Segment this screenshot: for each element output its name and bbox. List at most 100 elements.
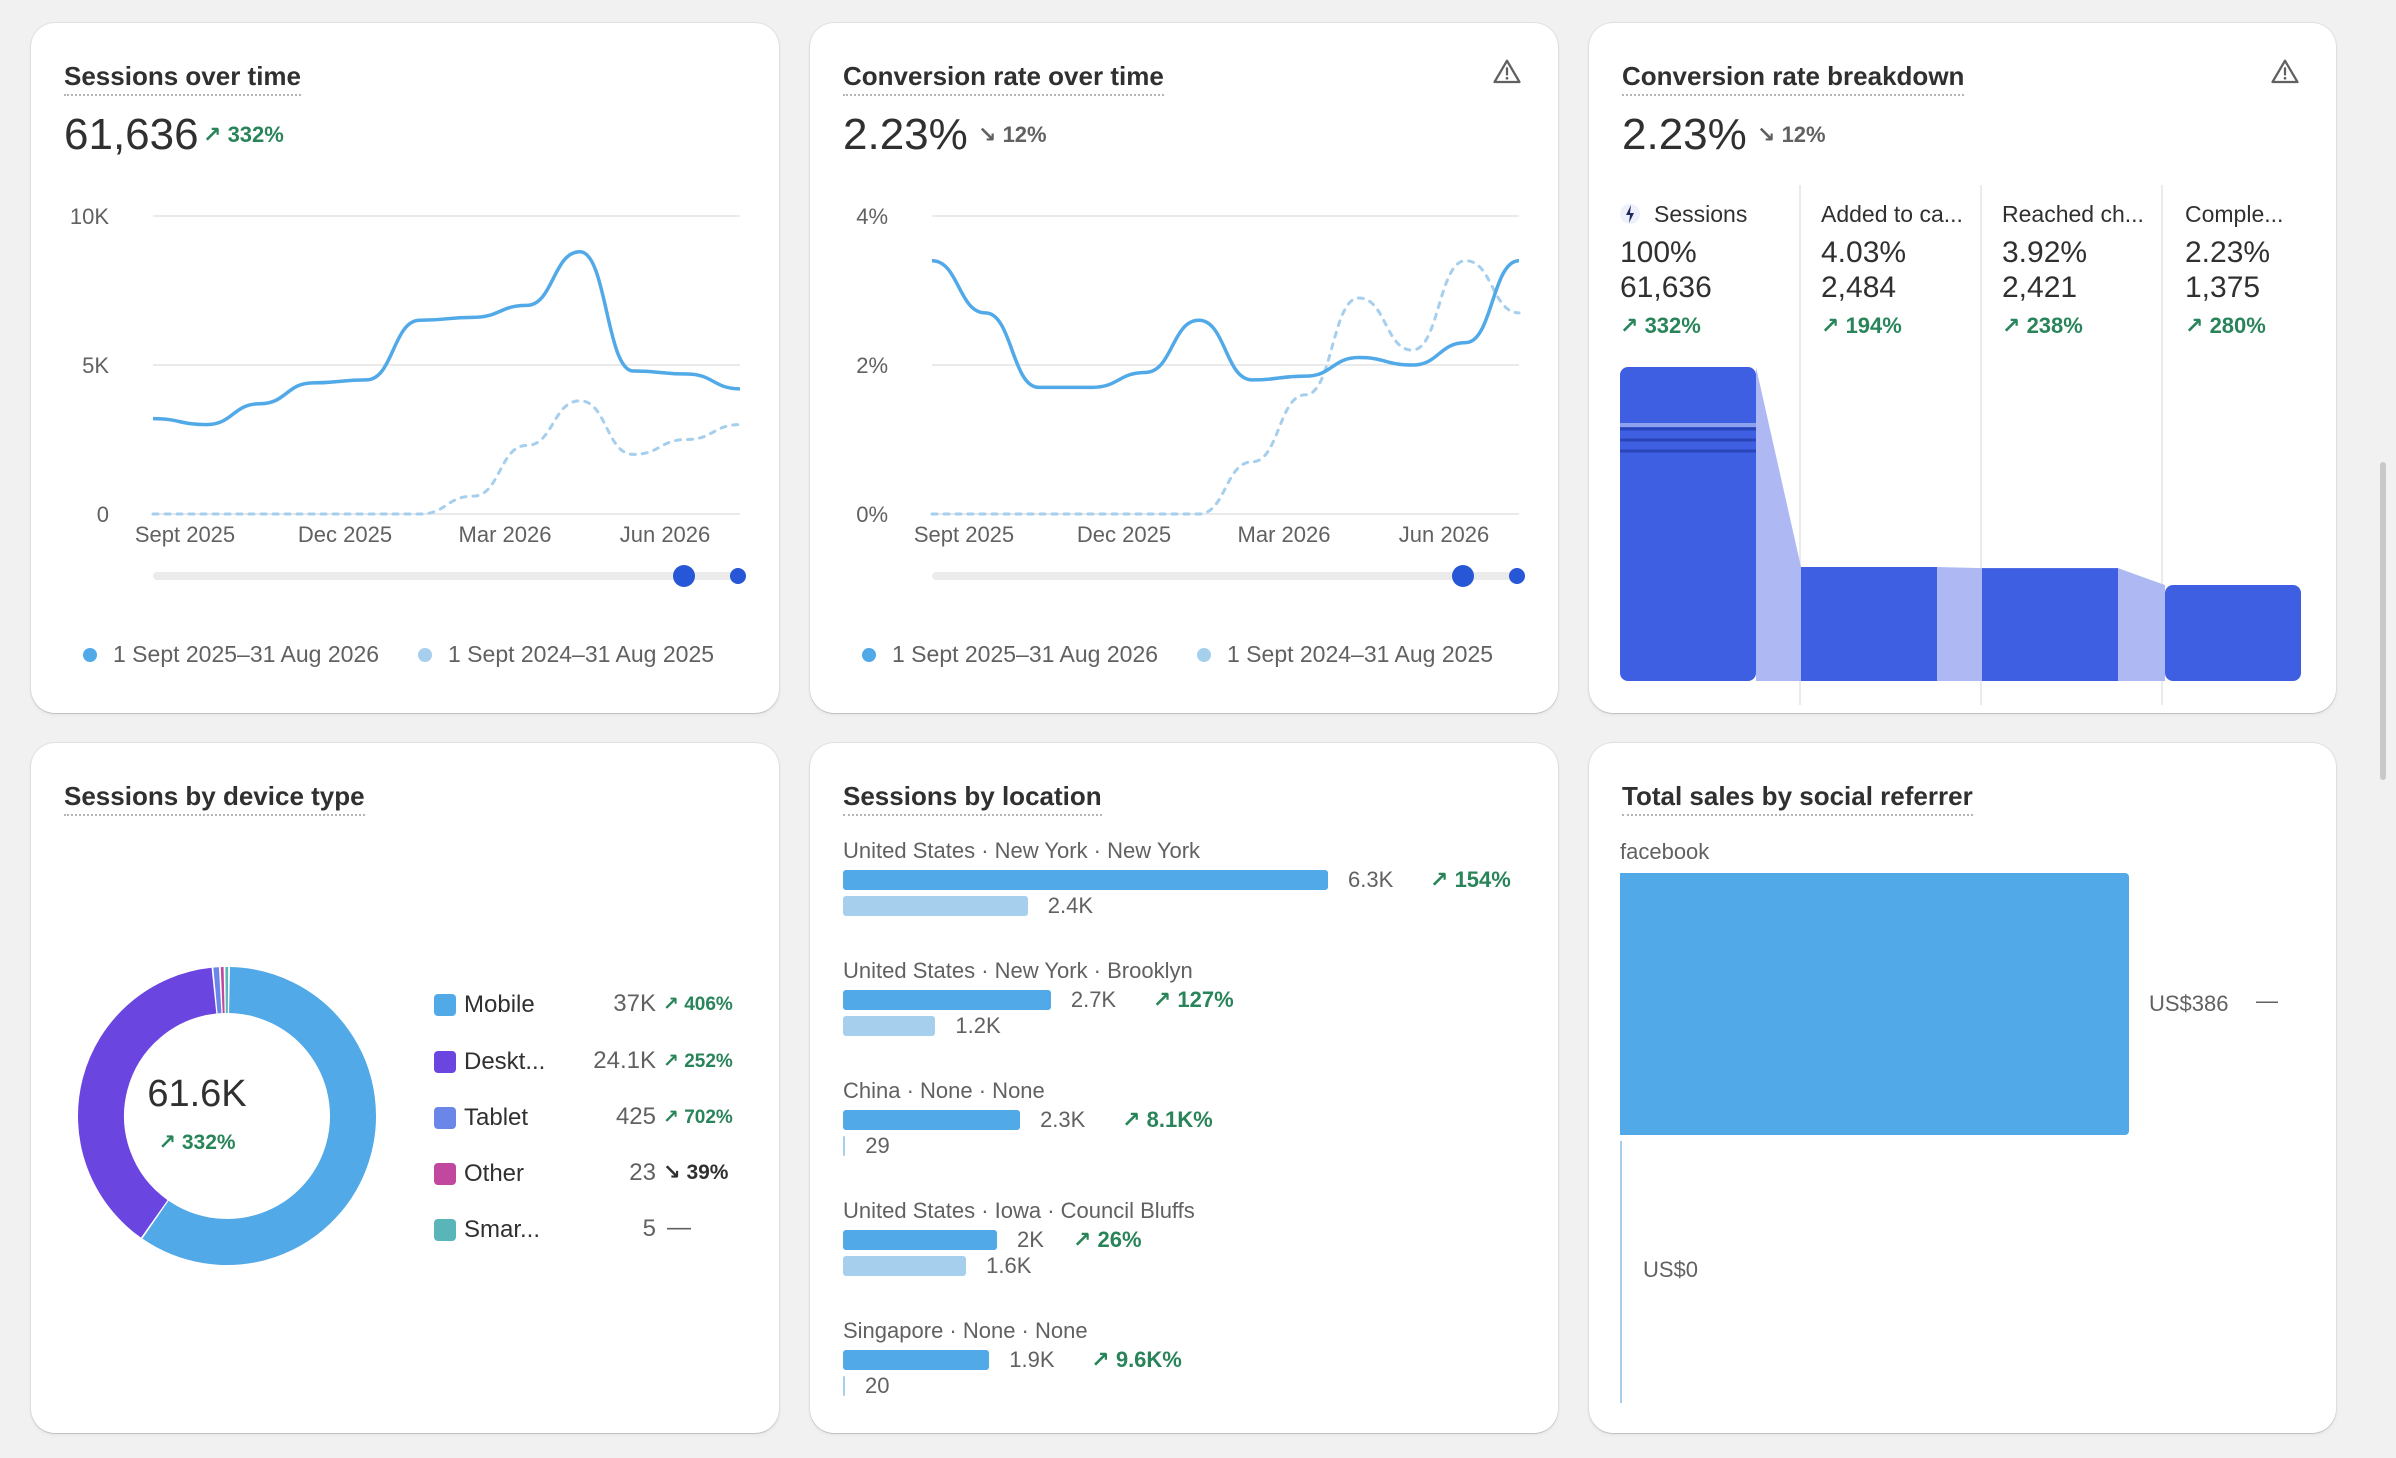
arrow-down-right-icon: ↘ [1757, 122, 1776, 147]
arrow-down-right-icon: ↘ [978, 122, 997, 147]
warning-icon[interactable] [1492, 57, 1522, 87]
location-bar-previous[interactable] [843, 1376, 845, 1396]
location-change: ↗ 154% [1430, 867, 1511, 892]
donut-slice[interactable] [142, 967, 376, 1265]
device-legend-item[interactable]: Other [434, 1157, 574, 1191]
legend-item-current[interactable]: 1 Sept 2025–31 Aug 2026 [83, 641, 379, 668]
warning-icon[interactable] [2270, 57, 2300, 87]
conversion-line-chart[interactable]: 4% 2% 0% Sept 2025 Dec 2025 Mar 2026 Jun 2026 [810, 23, 1558, 623]
step-change: ↗ 332% [1620, 313, 1701, 338]
location-bar-previous[interactable] [843, 1016, 936, 1036]
donut-slice[interactable] [78, 967, 217, 1238]
conversion-over-time-card: Conversion rate over time 2.23% ↘ 12% 4%… [810, 23, 1558, 713]
legend-item-previous[interactable]: 1 Sept 2024–31 Aug 2025 [1197, 641, 1493, 668]
arrow-up-right-icon: ↗ [1430, 867, 1449, 892]
legend-item-current[interactable]: 1 Sept 2025–31 Aug 2026 [862, 641, 1158, 668]
series-line-previous[interactable] [151, 399, 742, 516]
funnel-bar[interactable] [1620, 367, 1756, 681]
funnel-step-sessions[interactable]: Sessions 100% 61,636 ↗ 332% [1620, 199, 1747, 349]
location-card: Sessions by location United States · New… [810, 743, 1558, 1433]
range-slider-handle-end[interactable] [730, 568, 746, 584]
device-name: Smar... [464, 1216, 541, 1243]
location-value-current: 2.3K [1040, 1107, 1086, 1132]
location-bar-current[interactable] [843, 1230, 997, 1250]
x-tick-label: Dec 2025 [298, 522, 392, 547]
funnel-step-added-to-cart[interactable]: Added to ca... 4.03% 2,484 ↗ 194% [1821, 199, 1963, 349]
range-slider-handle-start[interactable] [673, 565, 695, 587]
card-title[interactable]: Total sales by social referrer [1622, 781, 1973, 816]
y-tick-label: 0 [97, 502, 109, 527]
series-line-previous[interactable] [930, 259, 1521, 516]
arrow-up-right-icon: ↗ [2002, 313, 2021, 338]
page-scrollbar[interactable] [2380, 462, 2386, 780]
sessions-line-chart[interactable]: 10K 5K 0 Sept 2025 Dec 2025 Mar 2026 Jun 2026 [31, 23, 779, 623]
y-tick-label: 2% [856, 353, 888, 378]
legend-swatch [434, 1163, 456, 1185]
step-change: ↗ 238% [2002, 313, 2083, 338]
funnel-chart[interactable] [1589, 23, 2336, 713]
category-label: facebook [1620, 839, 1710, 864]
location-value-previous: 1.6K [986, 1253, 1032, 1278]
range-slider-track[interactable] [932, 572, 1519, 580]
device-legend-item[interactable]: Deskt... [434, 1045, 574, 1079]
location-change: ↗ 127% [1152, 987, 1234, 1012]
device-name: Other [464, 1160, 525, 1187]
location-bar-previous[interactable] [843, 1256, 967, 1276]
y-tick-label: 0% [856, 502, 888, 527]
device-donut-chart[interactable] [31, 743, 431, 1433]
card-title[interactable]: Sessions by location [843, 781, 1102, 816]
card-title[interactable]: Conversion rate breakdown [1622, 61, 1965, 96]
x-tick-label: Mar 2026 [1238, 522, 1331, 547]
funnel-step-completed[interactable]: Comple... 2.23% 1,375 ↗ 280% [2185, 199, 2283, 349]
social-bar-current[interactable] [1620, 873, 2129, 1135]
step-change: ↗ 280% [2185, 313, 2266, 338]
location-bar-current[interactable] [843, 870, 1328, 890]
card-title[interactable]: Sessions by device type [64, 781, 365, 816]
series-line-current[interactable] [931, 258, 1520, 390]
device-legend-item[interactable]: Tablet [434, 1101, 574, 1135]
funnel-bar[interactable] [2165, 585, 2301, 681]
step-name: Reached ch... [2002, 201, 2144, 227]
step-count: 2,421 [2002, 271, 2078, 304]
range-slider-handle-end[interactable] [1509, 568, 1525, 584]
location-bar-current[interactable] [843, 1350, 990, 1370]
metric-value: 2.23% [1622, 110, 1747, 159]
legend-swatch [434, 1219, 456, 1241]
range-slider-track[interactable] [153, 572, 740, 580]
legend-swatch [434, 1107, 456, 1129]
y-tick-label: 10K [70, 204, 109, 229]
legend-swatch [434, 1051, 456, 1073]
device-legend-item[interactable]: Smar... [434, 1213, 574, 1247]
funnel-bar[interactable] [1982, 568, 2118, 681]
arrow-up-right-icon: ↗ [1122, 1107, 1141, 1132]
arrow-up-right-icon: ↗ [2185, 313, 2204, 338]
device-type-card: Sessions by device type 61.6K ↗ 332% Mob… [31, 743, 779, 1433]
sessions-over-time-card: Sessions over time 61,636 ↗ 332% 10K 5K 0 S… [31, 23, 779, 713]
device-legend-item[interactable]: Mobile [434, 988, 574, 1022]
x-tick-label: Jun 2026 [1399, 522, 1490, 547]
device-change: ↗ 252% [663, 1051, 733, 1072]
device-value: 37K [613, 990, 656, 1017]
step-name: Comple... [2185, 201, 2284, 227]
card-title[interactable]: Conversion rate over time [843, 61, 1164, 96]
social-bar-previous[interactable] [1620, 1141, 1622, 1403]
bar-value-current: US$386 [2149, 991, 2229, 1016]
conversion-breakdown-card: Conversion rate breakdown 2.23% ↘ 12% Se… [1589, 23, 2336, 713]
funnel-bar[interactable] [1801, 567, 1937, 681]
legend-item-previous[interactable]: 1 Sept 2024–31 Aug 2025 [418, 641, 714, 668]
arrow-up-right-icon: ↗ [663, 994, 685, 1015]
series-line-current[interactable] [152, 250, 741, 427]
location-value-current: 6.3K [1348, 867, 1394, 892]
funnel-step-reached-checkout[interactable]: Reached ch... 3.92% 2,421 ↗ 238% [2002, 199, 2144, 349]
metric-value: 2.23% [843, 110, 968, 159]
step-percent: 2.23% [2185, 236, 2271, 269]
location-bar-current[interactable] [843, 1110, 1021, 1130]
location-bar-previous[interactable] [843, 1136, 846, 1156]
device-change: ↗ 406% [663, 994, 733, 1015]
range-slider-handle-start[interactable] [1452, 565, 1474, 587]
device-value: 425 [615, 1103, 656, 1130]
card-title[interactable]: Sessions over time [64, 61, 301, 96]
location-bar-current[interactable] [843, 990, 1051, 1010]
location-bar-previous[interactable] [843, 896, 1028, 916]
donut-center-change: ↗ 332% [158, 1131, 236, 1154]
